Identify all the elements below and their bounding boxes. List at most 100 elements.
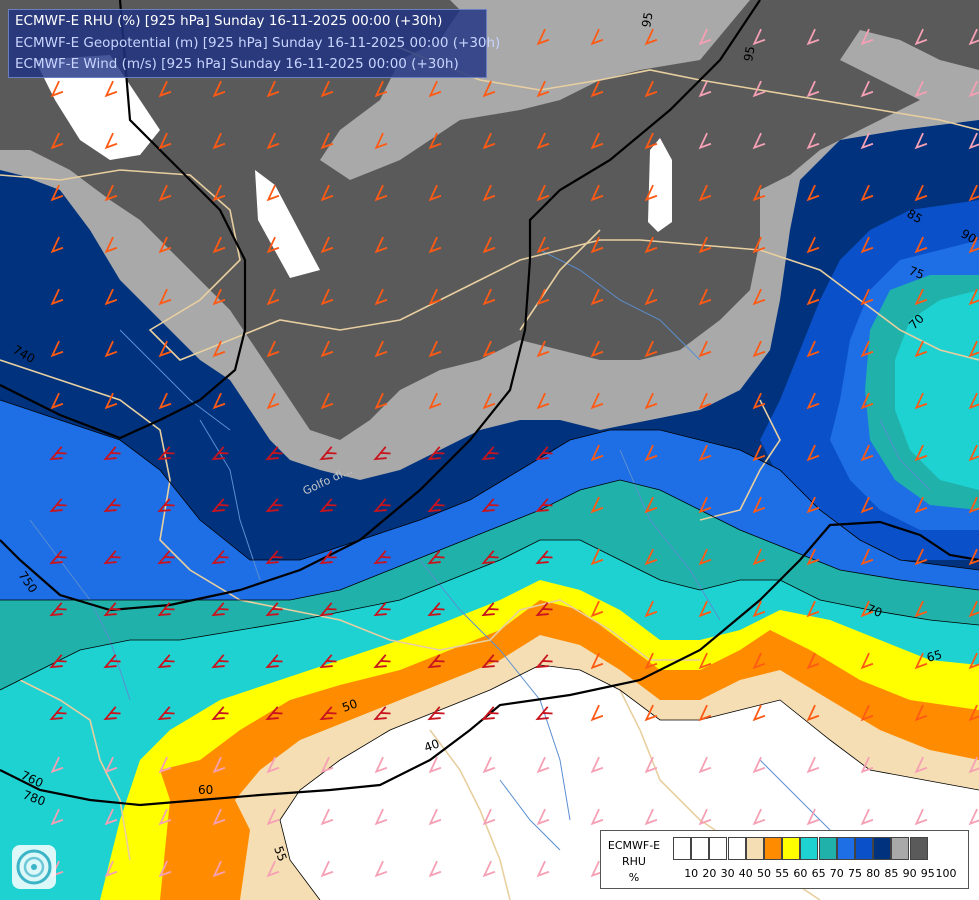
wind-barb-icon — [806, 132, 820, 150]
wind-barb-icon — [427, 498, 445, 513]
rhu-band-white-patch-3 — [648, 138, 672, 232]
wind-barb-icon — [914, 548, 928, 566]
wind-barb-icon — [265, 706, 283, 721]
rhu-band-70-right — [895, 290, 979, 490]
wind-barb-icon — [806, 548, 820, 566]
wind-barb-icon — [860, 80, 874, 98]
legend-tick-label: 95 — [920, 867, 935, 880]
wind-barb-icon — [481, 446, 499, 461]
wind-barb-icon — [212, 184, 226, 202]
wind-barb-icon — [104, 860, 118, 878]
legend-title-model: ECMWF-E — [607, 839, 661, 852]
wind-barb-icon — [914, 288, 928, 306]
wind-barb-icon — [319, 602, 337, 617]
legend-tick-label: 100 — [935, 867, 957, 880]
wind-barb-icon — [104, 80, 118, 98]
wind-barb-icon — [752, 288, 766, 306]
wind-barb-icon — [266, 340, 280, 358]
wind-barb-icon — [752, 28, 766, 46]
wind-barb-icon — [103, 550, 121, 565]
wind-barb-icon — [806, 340, 820, 358]
wind-barb-icon — [590, 496, 604, 514]
wind-barb-icon — [914, 808, 928, 826]
title-geopotential: ECMWF-E Geopotential (m) [925 hPa] Sunda… — [15, 35, 501, 51]
wind-barb-icon — [157, 706, 175, 721]
wind-barb-icon — [590, 80, 604, 98]
wind-barb-icon — [265, 602, 283, 617]
legend-swatch — [691, 837, 710, 860]
wind-barb-icon — [212, 860, 226, 878]
wind-barb-icon — [373, 654, 391, 669]
wind-barb-icon — [265, 550, 283, 565]
wind-barb-icon — [698, 808, 712, 826]
wind-barb-icon — [320, 808, 334, 826]
wind-barb-icon — [644, 392, 658, 410]
wind-barb-icon — [49, 446, 67, 461]
wind-barb-icon — [157, 446, 175, 461]
wind-barb-icon — [49, 550, 67, 565]
legend-swatch — [800, 837, 819, 860]
wind-barb-icon — [644, 756, 658, 774]
wind-barb-icon — [265, 498, 283, 513]
wind-barb-icon — [590, 288, 604, 306]
wind-barb-icon — [50, 392, 64, 410]
wind-barb-icon — [536, 756, 550, 774]
legend-swatch — [818, 837, 837, 860]
wind-barb-icon — [914, 652, 928, 670]
ecmwf-logo-icon — [12, 845, 56, 889]
wind-barb-icon — [590, 652, 604, 670]
wind-barb-icon — [266, 756, 280, 774]
wind-barb-icon — [428, 392, 442, 410]
wind-barb-icon — [50, 236, 64, 254]
wind-barb-icon — [427, 706, 445, 721]
wind-barb-icon — [752, 444, 766, 462]
wind-barb-icon — [860, 808, 874, 826]
wind-barb-icon — [535, 602, 553, 617]
wind-barb-icon — [698, 132, 712, 150]
wind-barb-icon — [319, 706, 337, 721]
wind-barb-icon — [535, 654, 553, 669]
wind-barb-icon — [104, 340, 118, 358]
wind-barb-icon — [968, 756, 979, 774]
title-box: ECMWF-E RHU (%) [925 hPa] Sunday 16-11-2… — [8, 9, 500, 78]
wind-barb-icon — [698, 756, 712, 774]
wind-barb-icon — [49, 706, 67, 721]
wind-barb-icon — [806, 496, 820, 514]
wind-barb-icon — [860, 288, 874, 306]
legend-swatch — [782, 837, 801, 860]
wind-barb-icon — [968, 28, 979, 46]
wind-barb-icon — [158, 808, 172, 826]
wind-barb-icon — [104, 808, 118, 826]
wind-barb-icon — [806, 236, 820, 254]
wind-barb-icon — [860, 392, 874, 410]
wind-barb-icon — [644, 496, 658, 514]
legend-tick-label: 80 — [866, 867, 881, 880]
wind-barb-icon — [914, 28, 928, 46]
contour-label-40: 40 — [422, 736, 441, 754]
wind-barb-icon — [211, 550, 229, 565]
wind-barb-icon — [428, 184, 442, 202]
wind-barb-icon — [427, 550, 445, 565]
wind-barb-icon — [806, 28, 820, 46]
wind-barb-icon — [158, 132, 172, 150]
wind-barb-icon — [806, 184, 820, 202]
wind-barb-icon — [860, 444, 874, 462]
wind-barb-icon — [104, 132, 118, 150]
wind-barb-icon — [698, 340, 712, 358]
wind-barb-icon — [428, 808, 442, 826]
rhu-band-white-patch-1 — [35, 55, 160, 160]
wind-barb-icon — [211, 602, 229, 617]
wind-barb-icon — [536, 808, 550, 826]
wind-barb-icon — [266, 236, 280, 254]
wind-barb-icon — [752, 704, 766, 722]
wind-barb-icon — [752, 652, 766, 670]
wind-barb-icon — [482, 132, 496, 150]
wind-barb-icon — [860, 652, 874, 670]
wind-barb-icon — [481, 654, 499, 669]
wind-barb-icon — [158, 392, 172, 410]
wind-barb-icon — [374, 808, 388, 826]
wind-barb-icon — [157, 550, 175, 565]
wind-barb-icon — [481, 602, 499, 617]
wind-barb-icon — [806, 756, 820, 774]
